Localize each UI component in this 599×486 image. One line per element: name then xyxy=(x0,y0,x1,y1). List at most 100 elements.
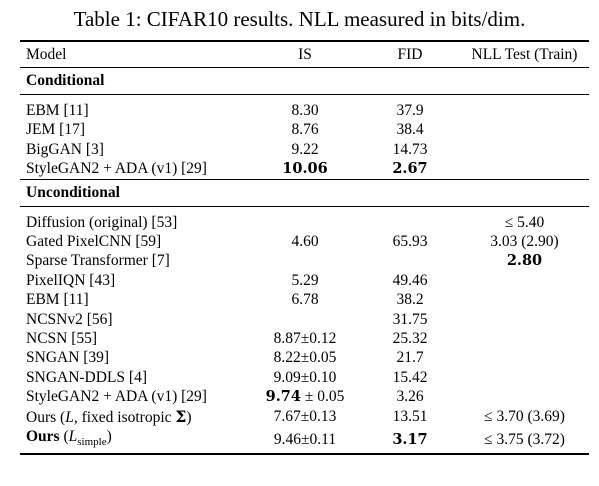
is-cell xyxy=(250,213,360,232)
model-cell: BigGAN [3] xyxy=(26,140,104,158)
is-cell: 4.60 xyxy=(291,233,319,251)
table-row: SNGAN [39] 8.22±0.05 21.7 xyxy=(20,348,589,367)
nll-cell xyxy=(460,329,589,348)
nll-cell xyxy=(460,120,589,139)
nll-cell xyxy=(460,387,589,406)
section-unconditional: Unconditional xyxy=(20,179,589,207)
model-cell: NCSN [55] xyxy=(26,330,98,348)
model-cell: PixelIQN [43] xyxy=(26,271,116,289)
fid-cell: 38.4 xyxy=(396,121,424,139)
fid-cell: 2.67 xyxy=(360,159,460,180)
model-loss-var: L xyxy=(65,408,74,426)
nll-cell xyxy=(460,290,589,309)
fid-cell: 31.75 xyxy=(392,310,428,328)
model-cell: EBM [11] xyxy=(26,102,89,119)
is-cell xyxy=(250,251,360,270)
is-cell: 9.74 ± 0.05 xyxy=(250,387,360,406)
cifar10-results-table: Model IS FID NLL Test (Train) Conditiona… xyxy=(20,40,589,455)
nll-cell xyxy=(460,348,589,367)
model-loss-var: L xyxy=(68,428,78,446)
is-cell: 5.29 xyxy=(291,271,319,289)
table-row: Ours (L, fixed isotropic Σ) 7.67±0.13 13… xyxy=(20,407,589,427)
model-cell: Gated PixelCNN [59] xyxy=(26,233,162,251)
header-is: IS xyxy=(250,40,360,68)
is-cell: 8.87±0.12 xyxy=(273,330,337,348)
table-row: Sparse Transformer [7] 2.80 xyxy=(20,251,589,270)
table-row: EBM [11] 6.78 38.2 xyxy=(20,290,589,309)
model-loss-sub: simple xyxy=(77,436,107,449)
table-caption: Table 1: CIFAR10 results. NLL measured i… xyxy=(73,7,526,31)
fid-cell: 49.46 xyxy=(392,271,428,289)
table-row: StyleGAN2 + ADA (v1) [29] 9.74 ± 0.05 3.… xyxy=(20,387,589,406)
model-cell: Ours (Lsimple) xyxy=(20,427,250,455)
is-cell: 9.22 xyxy=(291,140,319,158)
model-suffix: ) xyxy=(186,408,192,426)
fid-cell: 14.73 xyxy=(392,140,428,158)
model-cell: Sparse Transformer [7] xyxy=(26,252,170,270)
is-cell: 9.09±0.10 xyxy=(273,368,337,386)
model-cell: NCSNv2 [56] xyxy=(26,310,113,328)
is-cell: 9.46±0.11 xyxy=(250,427,360,455)
is-cell xyxy=(250,310,360,329)
is-cell: 10.06 xyxy=(250,159,360,180)
is-cell: 6.78 xyxy=(291,291,319,309)
is-cell: 8.30 xyxy=(291,102,319,119)
model-cell: StyleGAN2 + ADA (v1) [29] xyxy=(26,388,207,406)
model-mid: , fixed isotropic xyxy=(73,408,176,426)
nll-cell xyxy=(460,101,589,120)
is-cell: 8.22±0.05 xyxy=(273,349,337,367)
is-std-value: ± 0.05 xyxy=(300,388,345,406)
table-row: NCSN [55] 8.87±0.12 25.32 xyxy=(20,329,589,348)
model-close: ) xyxy=(106,428,112,446)
model-cell: SNGAN-DDLS [4] xyxy=(26,368,147,386)
nll-cell xyxy=(460,159,589,180)
section-conditional: Conditional xyxy=(20,67,589,95)
nll-cell: ≤ 5.40 xyxy=(504,213,545,231)
nll-cell: ≤ 3.70 (3.69) xyxy=(484,408,565,426)
nll-cell xyxy=(460,368,589,387)
model-cell: Diffusion (original) [53] xyxy=(26,213,178,231)
table-row: Ours (Lsimple) 9.46±0.11 3.17 ≤ 3.75 (3.… xyxy=(20,427,589,455)
fid-cell: 25.32 xyxy=(392,330,428,348)
table-row: BigGAN [3] 9.22 14.73 xyxy=(20,140,589,159)
header-nll: NLL Test (Train) xyxy=(460,40,589,68)
model-cell: EBM [11] xyxy=(26,291,89,309)
header-row: Model IS FID NLL Test (Train) xyxy=(20,40,589,68)
table-row: SNGAN-DDLS [4] 9.09±0.10 15.42 xyxy=(20,368,589,387)
fid-cell: 3.17 xyxy=(360,427,460,455)
model-cell: SNGAN [39] xyxy=(26,349,110,367)
model-cell: JEM [17] xyxy=(26,121,85,139)
fid-cell: 37.9 xyxy=(396,102,424,119)
fid-cell xyxy=(360,213,460,232)
nll-cell xyxy=(460,140,589,159)
nll-cell xyxy=(460,310,589,329)
model-cell: Ours (L, fixed isotropic Σ) xyxy=(20,407,250,427)
is-cell: 8.76 xyxy=(291,121,319,139)
nll-cell xyxy=(460,271,589,290)
section-title-conditional: Conditional xyxy=(20,67,589,95)
model-prefix: Ours ( xyxy=(26,408,66,426)
table-row: StyleGAN2 + ADA (v1) [29] 10.06 2.67 xyxy=(20,159,589,180)
table-row: PixelIQN [43] 5.29 49.46 xyxy=(20,271,589,290)
fid-cell xyxy=(360,251,460,270)
table-row: NCSNv2 [56] 31.75 xyxy=(20,310,589,329)
fid-cell: 15.42 xyxy=(392,368,428,386)
model-bold: Ours xyxy=(26,428,60,446)
table-row: JEM [17] 8.76 38.4 xyxy=(20,120,589,139)
nll-cell: 2.80 xyxy=(506,252,543,270)
fid-cell: 65.93 xyxy=(392,233,428,251)
fid-cell: 38.2 xyxy=(396,291,424,309)
sigma-symbol: Σ xyxy=(175,406,187,426)
nll-cell: 3.03 (2.90) xyxy=(490,233,559,251)
table-row: EBM [11] 8.30 37.9 xyxy=(20,101,589,120)
fid-cell: 13.51 xyxy=(392,408,428,426)
is-bold-value: 9.74 xyxy=(265,388,301,406)
model-open: ( xyxy=(59,428,69,446)
fid-cell: 3.26 xyxy=(396,388,424,406)
header-fid: FID xyxy=(360,40,460,68)
model-cell: StyleGAN2 + ADA (v1) [29] xyxy=(20,159,250,180)
section-title-unconditional: Unconditional xyxy=(20,179,589,207)
nll-cell: ≤ 3.75 (3.72) xyxy=(460,427,589,455)
fid-cell: 21.7 xyxy=(396,349,424,367)
table-row: Gated PixelCNN [59] 4.60 65.93 3.03 (2.9… xyxy=(20,232,589,251)
